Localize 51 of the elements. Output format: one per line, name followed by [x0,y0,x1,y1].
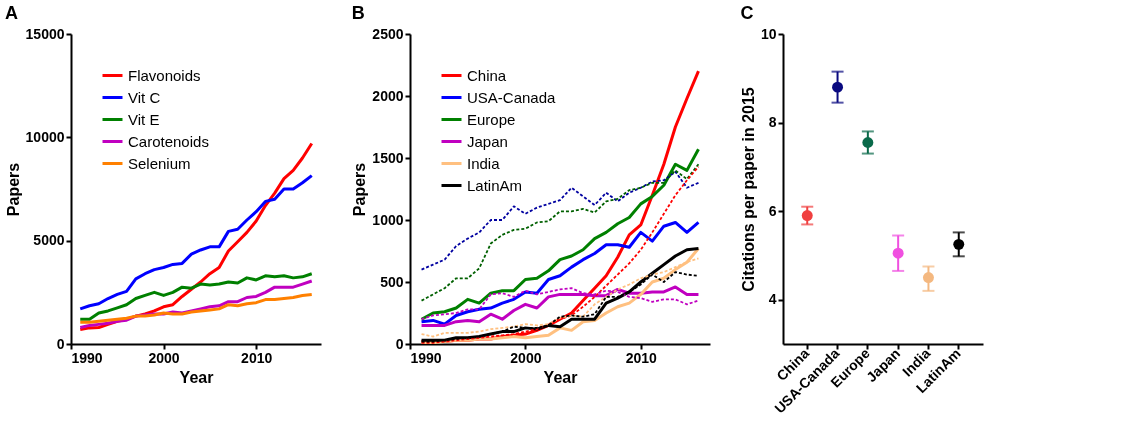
line-series [78,174,314,311]
line-series [78,292,314,324]
legend-label: India [467,154,501,172]
line-series [78,272,314,321]
legend-label: Vit E [128,110,160,128]
x-tick-label: 2000 [510,349,542,366]
chart-title: C [740,3,754,23]
x-tick-label: 2000 [148,349,180,366]
x-tick-label: 2010 [625,349,658,366]
x-tick-label: 1990 [71,349,103,366]
point [801,210,813,222]
point [953,238,965,250]
point [922,272,934,284]
legend-label: Europe [467,110,516,128]
y-tick-label: 500 [380,273,404,290]
y-tick-label: 0 [56,335,65,352]
y-tick-label: 6 [768,202,777,219]
x-axis-title: Year [543,368,578,386]
legend-label: USA-Canada [467,88,557,106]
legend-label: Vit C [128,88,161,106]
legend-label: Flavonoids [128,66,201,84]
y-tick-label: 2500 [372,25,404,42]
point [832,81,844,93]
legend-label: Selenium [128,154,191,172]
y-tick-label: 4 [768,291,777,308]
y-tick-label: 5000 [33,232,65,249]
line-series [420,170,700,271]
legend-label: Japan [467,132,508,150]
point [892,247,904,259]
legend-label: China [467,66,507,84]
point [862,137,874,148]
y-tick-label: 10000 [25,128,65,145]
y-tick-label: 1500 [372,149,404,166]
x-tick-label: 2010 [241,349,273,366]
y-tick-label: 8 [768,114,777,131]
x-axis-title: Year [179,368,214,386]
legend-label: Carotenoids [128,132,209,150]
y-axis-title: Citations per paper in 2015 [739,87,757,292]
y-tick-label: 10 [760,25,777,42]
line-series [420,220,700,326]
chart-title: A [5,3,19,23]
y-tick-label: 0 [395,335,404,352]
legend-label: LatinAm [467,176,523,194]
line-series [420,285,700,327]
y-tick-label: 15000 [25,25,65,42]
y-axis-title: Papers [4,162,22,217]
y-tick-label: 2000 [372,87,404,104]
chart-title: B [351,3,365,23]
y-tick-label: 1000 [372,211,404,228]
x-tick-label: 1990 [410,349,442,366]
y-axis-title: Papers [351,162,369,217]
